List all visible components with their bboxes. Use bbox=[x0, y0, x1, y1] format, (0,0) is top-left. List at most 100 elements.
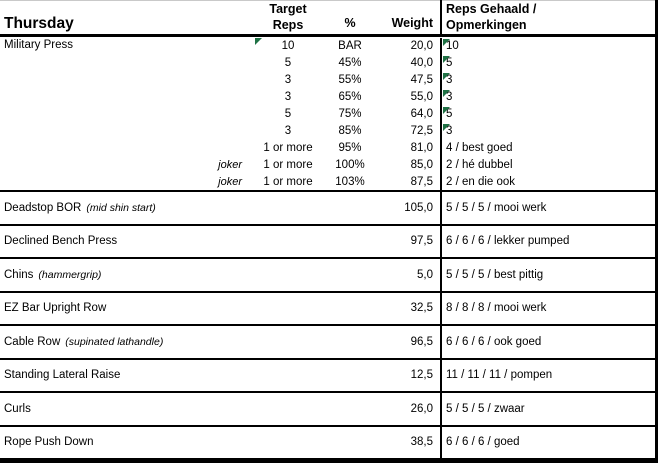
percent-cell[interactable]: BAR bbox=[338, 40, 362, 52]
exercise-name-cell[interactable]: Deadstop BOR (mid shin start) bbox=[0, 192, 246, 224]
weight-cell[interactable]: 20,0 bbox=[410, 40, 433, 52]
exercise-name-cell[interactable]: Chins (hammergrip) bbox=[0, 259, 246, 291]
set-row: 5 45% 40,0 5 bbox=[0, 55, 655, 72]
empty-cells[interactable] bbox=[246, 192, 370, 224]
exercise-row: Declined Bench Press 97,5 6 / 6 / 6 / le… bbox=[0, 225, 655, 259]
percent-cell[interactable]: 45% bbox=[338, 57, 362, 69]
joker-cell[interactable]: joker bbox=[218, 159, 242, 171]
result-text: 5 / 5 / 5 / zwaar bbox=[446, 402, 525, 415]
top-edge-line bbox=[0, 0, 655, 1]
percent-cell[interactable]: 95% bbox=[338, 142, 362, 154]
exercise-name-cell[interactable]: Rope Push Down bbox=[0, 427, 246, 459]
weight-cell[interactable]: 97,5 bbox=[410, 235, 433, 248]
result-cell[interactable]: 3 bbox=[440, 123, 655, 140]
result-cell[interactable]: 5 / 5 / 5 / best pittig bbox=[440, 259, 655, 291]
exercise-name-cell[interactable]: Declined Bench Press bbox=[0, 226, 246, 258]
result-cell[interactable]: 5 bbox=[440, 106, 655, 123]
exercise-name: Declined Bench Press bbox=[4, 235, 118, 248]
target-reps-cell[interactable]: 3 bbox=[284, 74, 292, 86]
exercise-name: Chins bbox=[4, 268, 34, 281]
result-cell[interactable]: 2 / hé dubbel bbox=[440, 157, 655, 174]
result-header-cell[interactable]: Reps Gehaald / Opmerkingen bbox=[440, 0, 655, 34]
set-row: 3 55% 47,5 3 bbox=[0, 72, 655, 89]
target-reps-cell[interactable]: 5 bbox=[284, 57, 292, 69]
target-reps-cell[interactable]: 3 bbox=[284, 91, 292, 103]
percent-cell[interactable]: 75% bbox=[338, 108, 362, 120]
weight-cell[interactable]: 85,0 bbox=[410, 159, 433, 171]
target-reps-header-cell[interactable]: Target Reps bbox=[246, 0, 330, 34]
empty-cells[interactable] bbox=[246, 393, 370, 425]
result-cell[interactable]: 8 / 8 / 8 / mooi werk bbox=[440, 292, 655, 324]
weight-cell[interactable]: 40,0 bbox=[410, 57, 433, 69]
joker-cell[interactable] bbox=[0, 89, 246, 106]
joker-cell[interactable] bbox=[0, 123, 246, 140]
result-text: 4 / best goed bbox=[446, 142, 513, 154]
weight-cell[interactable]: 72,5 bbox=[410, 125, 433, 137]
result-cell[interactable]: 5 bbox=[440, 55, 655, 72]
weight-cell[interactable]: 96,5 bbox=[410, 335, 433, 348]
result-text: 3 bbox=[446, 74, 453, 86]
exercise-name-cell[interactable]: Military Press bbox=[4, 39, 74, 51]
target-reps-cell[interactable]: 1 or more bbox=[263, 176, 313, 188]
weight-cell[interactable]: 38,5 bbox=[410, 436, 433, 449]
joker-cell[interactable] bbox=[0, 55, 246, 72]
weight-cell[interactable]: 87,5 bbox=[410, 176, 433, 188]
result-cell[interactable]: 6 / 6 / 6 / goed bbox=[440, 426, 655, 458]
result-cell[interactable]: 6 / 6 / 6 / ook goed bbox=[440, 326, 655, 358]
empty-cells[interactable] bbox=[246, 360, 370, 392]
empty-cells[interactable] bbox=[246, 427, 370, 459]
weight-cell[interactable]: 105,0 bbox=[404, 201, 433, 214]
percent-cell[interactable]: 55% bbox=[338, 74, 362, 86]
exercise-name-cell[interactable]: Cable Row (supinated lathandle) bbox=[0, 326, 246, 358]
result-header-line1: Reps Gehaald / bbox=[446, 2, 537, 16]
weight-cell[interactable]: 47,5 bbox=[410, 74, 433, 86]
set-row: 3 85% 72,5 3 bbox=[0, 123, 655, 140]
weight-header-cell[interactable]: Weight bbox=[370, 0, 440, 34]
day-header-cell[interactable]: Thursday bbox=[0, 0, 246, 34]
percent-cell[interactable]: 103% bbox=[335, 176, 365, 188]
empty-cells[interactable] bbox=[246, 226, 370, 258]
weight-cell[interactable]: 55,0 bbox=[410, 91, 433, 103]
result-text: 5 bbox=[446, 57, 453, 69]
joker-cell[interactable]: joker bbox=[218, 176, 242, 188]
weight-cell[interactable]: 32,5 bbox=[410, 302, 433, 315]
joker-cell[interactable] bbox=[0, 72, 246, 89]
empty-cells[interactable] bbox=[246, 259, 370, 291]
result-cell[interactable]: 5 / 5 / 5 / mooi werk bbox=[440, 192, 655, 224]
exercise-name-cell[interactable]: Standing Lateral Raise bbox=[0, 360, 246, 392]
set-row: 10 BAR 20,0 10 bbox=[0, 38, 655, 55]
target-reps-cell[interactable]: 1 or more bbox=[263, 142, 313, 154]
target-header-line2: Reps bbox=[272, 17, 304, 32]
weight-cell[interactable]: 81,0 bbox=[410, 142, 433, 154]
result-cell[interactable]: 6 / 6 / 6 / lekker pumped bbox=[440, 225, 655, 257]
target-reps-cell[interactable]: 10 bbox=[281, 40, 295, 52]
exercise-row: Deadstop BOR (mid shin start) 105,0 5 / … bbox=[0, 192, 655, 226]
target-header-line1: Target bbox=[269, 2, 307, 16]
result-cell[interactable]: 10 bbox=[440, 38, 655, 55]
joker-cell[interactable] bbox=[0, 140, 246, 157]
joker-cell[interactable] bbox=[0, 106, 246, 123]
result-cell[interactable]: 3 bbox=[440, 72, 655, 89]
exercise-name-cell[interactable]: Curls bbox=[0, 393, 246, 425]
result-cell[interactable]: 3 bbox=[440, 89, 655, 106]
percent-cell[interactable]: 85% bbox=[338, 125, 362, 137]
target-reps-cell[interactable]: 5 bbox=[284, 108, 292, 120]
result-cell[interactable]: 2 / en die ook bbox=[440, 174, 655, 191]
result-cell[interactable]: 4 / best goed bbox=[440, 140, 655, 157]
result-cell[interactable]: 11 / 11 / 11 / pompen bbox=[440, 359, 655, 391]
weight-cell[interactable]: 5,0 bbox=[417, 268, 433, 281]
empty-cells[interactable] bbox=[246, 293, 370, 325]
target-reps-cell[interactable]: 1 or more bbox=[263, 159, 313, 171]
weight-cell[interactable]: 26,0 bbox=[410, 402, 433, 415]
target-reps-cell[interactable]: 3 bbox=[284, 125, 292, 137]
weight-cell[interactable]: 64,0 bbox=[410, 108, 433, 120]
percent-cell[interactable]: 100% bbox=[335, 159, 365, 171]
result-cell[interactable]: 5 / 5 / 5 / zwaar bbox=[440, 393, 655, 425]
percent-cell[interactable]: 65% bbox=[338, 91, 362, 103]
text-as-number-marker-icon bbox=[443, 39, 450, 46]
weight-cell[interactable]: 12,5 bbox=[410, 369, 433, 382]
percent-header-cell[interactable]: % bbox=[330, 0, 370, 34]
exercise-name-cell[interactable]: EZ Bar Upright Row bbox=[0, 293, 246, 325]
exercise-row: Curls 26,0 5 / 5 / 5 / zwaar bbox=[0, 393, 655, 427]
empty-cells[interactable] bbox=[246, 326, 370, 358]
